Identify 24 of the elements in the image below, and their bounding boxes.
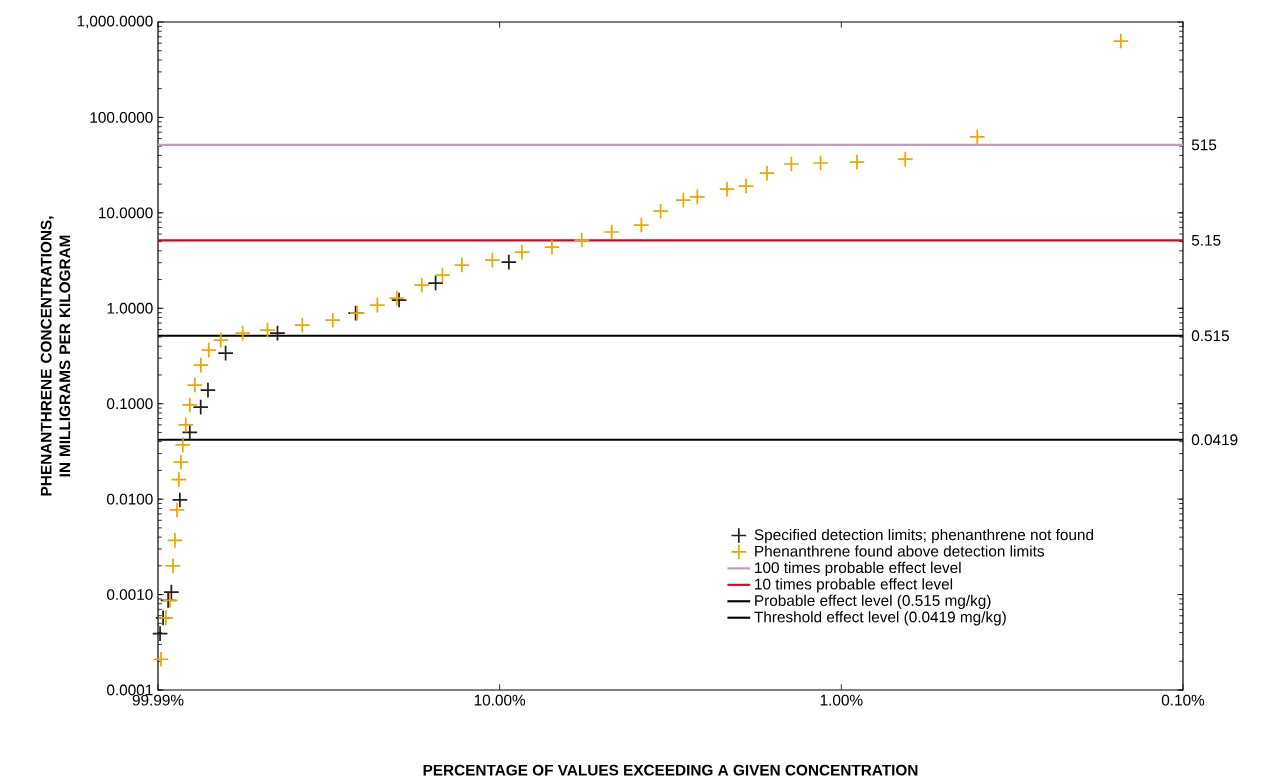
- x-axis-title: PERCENTAGE OF VALUES EXCEEDING A GIVEN CONCENTRATION: [423, 764, 918, 776]
- x-tick-label: 0.10%: [1161, 694, 1205, 706]
- y-tick-label: 1.0000: [107, 302, 153, 314]
- y-tick-label: 100.0000: [90, 112, 153, 123]
- y-tick-label: 10.0000: [99, 207, 153, 219]
- x-tick-label: 99.99%: [132, 694, 184, 706]
- text: 515: [1191, 139, 1217, 151]
- text: 0.0419: [1191, 434, 1238, 446]
- legend-label: Phenanthrene found above detection limits: [755, 545, 1045, 557]
- legend-label: Probable effect level (0.515 mg/kg): [755, 594, 991, 610]
- legend-label: 100 times probable effect level: [755, 561, 961, 577]
- y-tick-label: 0.0001: [107, 684, 153, 696]
- text: 5.15: [1191, 235, 1221, 246]
- x-tick-label: 10.00%: [474, 694, 526, 706]
- legend-label: Threshold effect level (0.0419 mg/kg): [754, 611, 1006, 626]
- y-tick-label: 0.0100: [107, 493, 153, 505]
- y-axis-title: PHENANTHRENE CONCENTRATIONS, IN MILLIGRAMS PER KILOGRAM: [40, 216, 71, 496]
- legend-label: Specified detection limits; phenanthrene not found: [754, 528, 1093, 544]
- y-tick-label: 0.1000: [107, 398, 153, 410]
- text: 0.515: [1191, 330, 1229, 342]
- legend-label: 10 times probable effect level: [755, 578, 953, 593]
- y-tick-label: 0.0010: [107, 589, 153, 600]
- y-tick-label: 1,000.0000: [77, 15, 153, 29]
- x-tick-label: 1.00%: [820, 694, 863, 706]
